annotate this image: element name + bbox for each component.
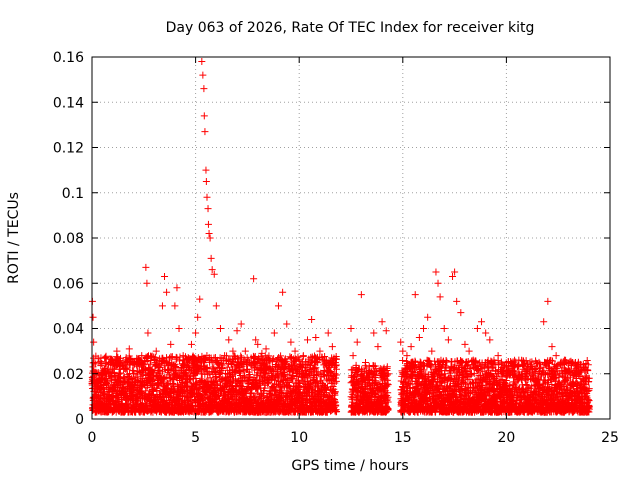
band-point [169,379,177,387]
band-point [151,353,159,361]
band-point [160,374,168,382]
band-point [110,385,118,393]
grid-lines [92,57,610,419]
band-point [120,374,128,382]
band-point [92,360,100,368]
dense-band-markers [88,352,593,416]
band-point [142,387,150,395]
band-point [149,387,157,395]
band-point [172,363,180,371]
band-point [122,354,130,362]
band-point [159,357,167,365]
band-point [146,360,154,368]
band-point [124,400,132,408]
band-point [134,395,142,403]
band-point [103,379,111,387]
band-point [104,378,112,386]
band-point [123,365,131,373]
band-point [102,352,110,360]
band-point [168,353,176,361]
band-point [399,357,407,365]
band-point [116,369,124,377]
band-point [134,368,142,376]
band-point [123,377,131,385]
